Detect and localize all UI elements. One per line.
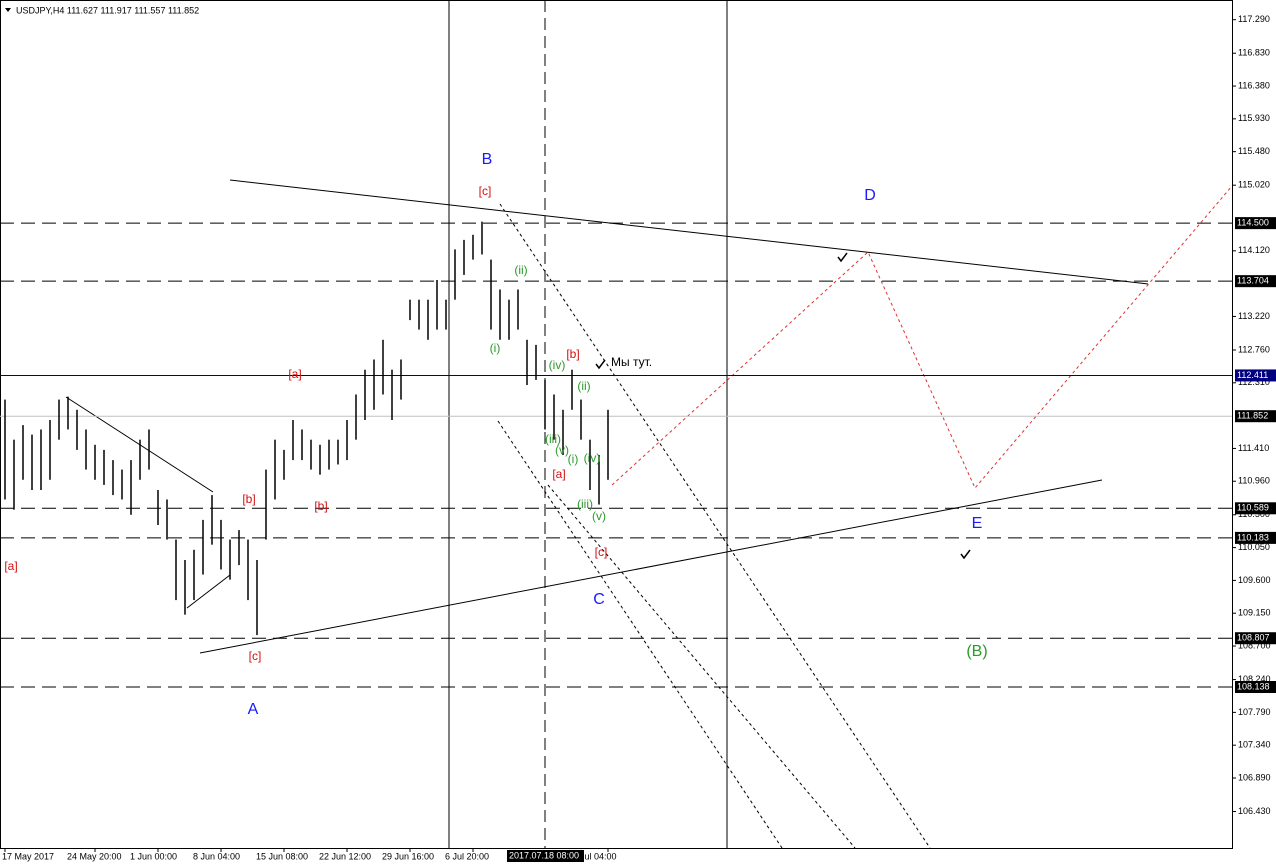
wave-label: (iv) — [584, 451, 601, 465]
level-label: 108.138 — [1237, 681, 1270, 691]
x-tick-label: 22 Jun 12:00 — [319, 851, 371, 861]
x-tick-label: 8 Jun 04:00 — [193, 851, 240, 861]
y-tick-label: 117.290 — [1238, 14, 1270, 24]
wave-label: (iii) — [577, 497, 593, 511]
x-tick-label: 6 Jul 20:00 — [445, 851, 489, 861]
y-tick-label: 108.700 — [1238, 640, 1271, 650]
y-tick-label: 116.380 — [1238, 80, 1270, 90]
y-tick-label: 107.790 — [1238, 707, 1271, 717]
wave-label: (i) — [568, 452, 579, 466]
level-label: 111.852 — [1237, 411, 1268, 421]
wave-label: (B) — [966, 643, 987, 660]
check-mark — [837, 252, 848, 263]
menu-arrow — [5, 8, 11, 12]
chart-title: USDJPY,H4 111.627 111.917 111.557 111.85… — [16, 5, 199, 15]
y-tick-label: 115.930 — [1238, 113, 1270, 123]
level-label-box — [1235, 369, 1276, 382]
channel-line — [547, 484, 856, 849]
level-label: 113.704 — [1237, 276, 1269, 286]
level-label: 110.183 — [1237, 532, 1269, 542]
level-label: 112.411 — [1237, 370, 1268, 380]
trend-line — [229, 179, 1149, 285]
x-tick-label: Jul 04:00 — [580, 851, 617, 861]
wave-label: C — [593, 591, 605, 608]
y-tick-label: 110.050 — [1238, 542, 1270, 552]
y-tick-label: 112.310 — [1238, 377, 1270, 387]
x-tick-label: 24 May 20:00 — [67, 851, 122, 861]
wave-label: [a] — [552, 467, 565, 481]
y-tick-label: 115.480 — [1238, 146, 1270, 156]
wave-label: (ii) — [577, 379, 590, 393]
trend-line — [199, 479, 1103, 654]
wave-label: [b] — [314, 499, 327, 513]
wave-label: [c] — [479, 184, 492, 198]
level-label: 108.807 — [1237, 633, 1270, 643]
y-tick-label: 106.430 — [1238, 806, 1271, 816]
trend-line — [186, 574, 231, 609]
y-tick-label: 108.240 — [1238, 674, 1271, 684]
level-label-box — [1235, 217, 1276, 230]
wave-label: (v) — [592, 509, 606, 523]
cursor-label-box — [507, 850, 584, 862]
level-label: 114.500 — [1237, 217, 1269, 227]
y-tick-label: 107.340 — [1238, 740, 1271, 750]
wave-label: E — [972, 515, 983, 532]
level-label-box — [1235, 531, 1276, 544]
y-tick-label: 111.410 — [1238, 443, 1269, 453]
x-tick-label: 1 Jun 00:00 — [130, 851, 177, 861]
wave-label: A — [248, 701, 259, 718]
wave-label: (v) — [555, 443, 569, 457]
y-tick-label: 109.150 — [1238, 608, 1271, 618]
wave-label: (iii) — [545, 432, 561, 446]
wave-label: [a] — [4, 559, 17, 573]
y-tick-label: 112.760 — [1238, 344, 1270, 354]
wave-label: [c] — [249, 649, 262, 663]
cursor-label: 2017.07.18 08:00 — [509, 850, 579, 860]
check-mark — [595, 359, 606, 370]
projection-path — [611, 185, 1233, 489]
x-tick-label: 15 Jun 08:00 — [256, 851, 308, 861]
level-label: 110.589 — [1237, 503, 1269, 513]
wave-label: [c] — [595, 545, 608, 559]
y-tick-label: 106.890 — [1238, 772, 1271, 782]
level-label-box — [1235, 410, 1276, 423]
wave-label: D — [864, 187, 876, 204]
channel-line — [497, 420, 783, 849]
plot-frame — [0, 0, 1233, 849]
wave-label: Мы тут. — [611, 355, 652, 369]
level-label-box — [1235, 681, 1276, 694]
check-mark — [960, 549, 971, 560]
y-tick-label: 109.600 — [1238, 575, 1271, 585]
y-tick-label: 115.020 — [1238, 180, 1270, 190]
wave-label: (iv) — [549, 358, 566, 372]
wave-label: [b] — [242, 492, 255, 506]
y-tick-label: 114.120 — [1238, 245, 1270, 255]
x-tick-label: 29 Jun 16:00 — [382, 851, 434, 861]
level-label-box — [1235, 632, 1276, 645]
x-tick-label: 17 May 2017 — [2, 851, 54, 861]
wave-label: [b] — [566, 347, 579, 361]
wave-label: (ii) — [514, 263, 527, 277]
y-tick-label: 113.220 — [1238, 311, 1270, 321]
y-tick-label: 110.960 — [1238, 476, 1270, 486]
wave-label: B — [482, 151, 493, 168]
y-tick-label: 116.830 — [1238, 48, 1270, 58]
level-label-box — [1235, 275, 1276, 288]
wave-label: [a] — [288, 367, 301, 381]
level-label-box — [1235, 502, 1276, 515]
wave-label: (i) — [490, 341, 501, 355]
